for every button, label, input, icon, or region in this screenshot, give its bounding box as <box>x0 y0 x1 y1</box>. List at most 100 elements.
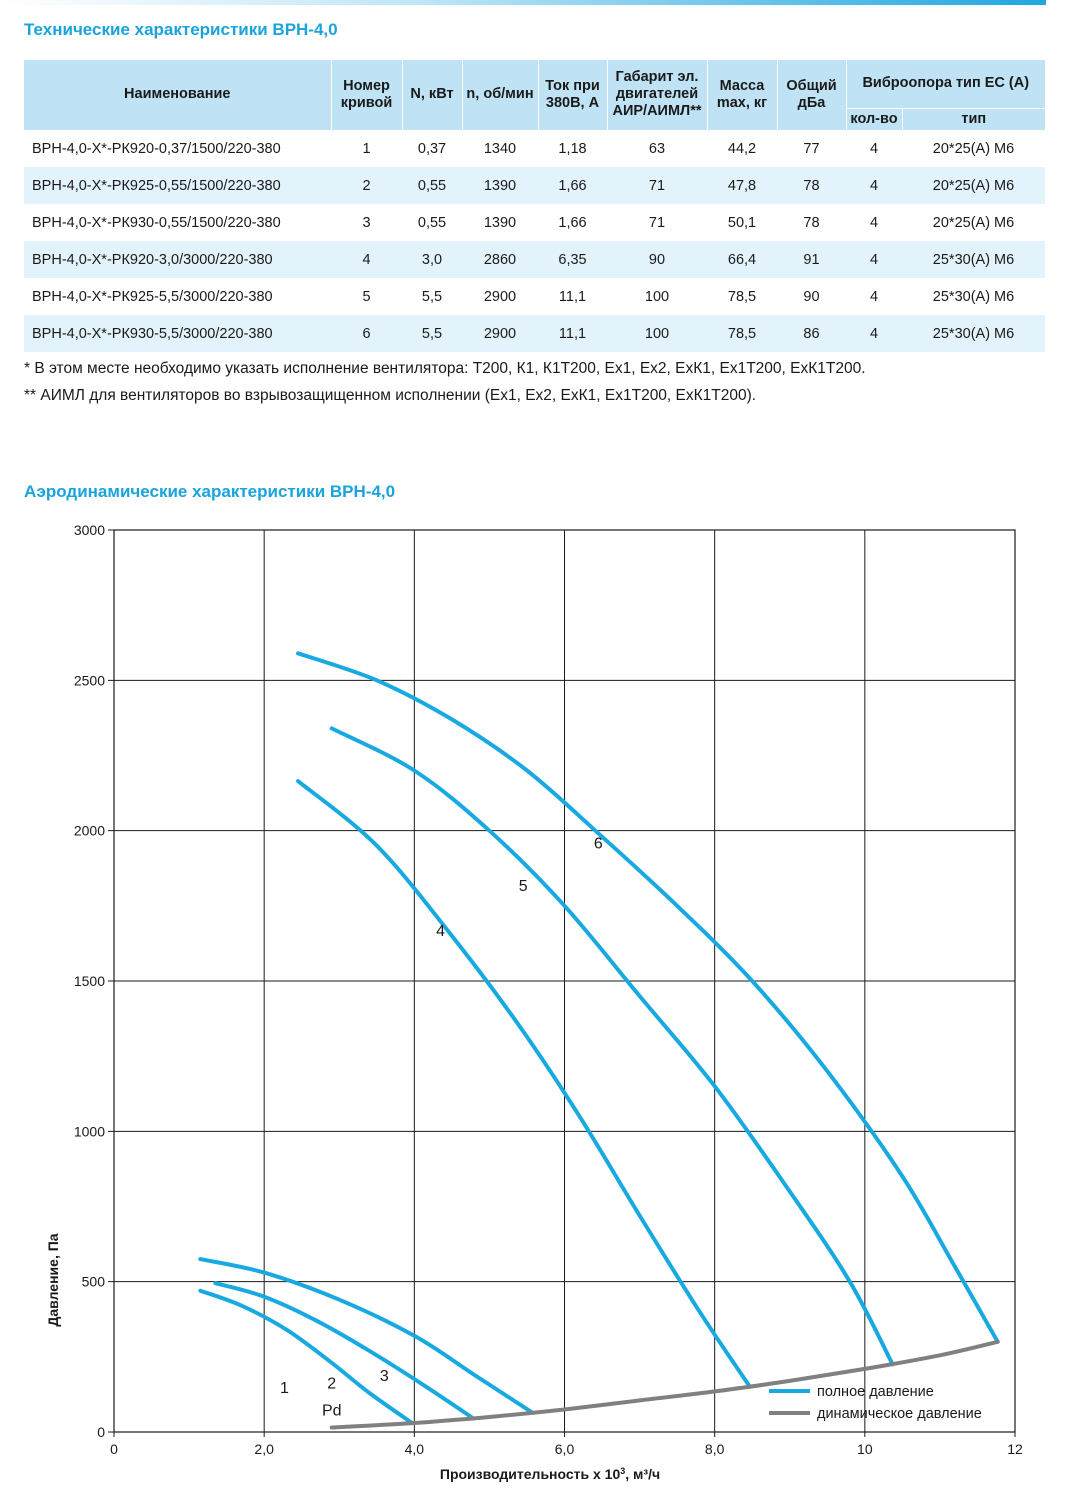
cell-power: 0,37 <box>417 140 447 157</box>
cell-type: 20*25(А) М6 <box>902 167 1045 204</box>
header-motor: Габарит эл. двигателей АИР/АИМЛ** <box>607 60 708 131</box>
footnote-1: * В этом месте необходимо указать исполн… <box>24 360 866 377</box>
x-tick-label: 4,0 <box>405 1441 425 1457</box>
cell-type: 20*25(А) М6 <box>932 140 1015 157</box>
header-vibro-qty: кол-во <box>846 108 903 131</box>
y-tick-label: 2000 <box>74 823 105 839</box>
cell-qty: 4 <box>846 315 902 352</box>
cell-power: 5,5 <box>402 315 462 352</box>
cell-power: 0,55 <box>402 167 462 204</box>
x-tick-label: 0 <box>110 1441 118 1457</box>
y-tick-label: 500 <box>82 1274 106 1290</box>
y-axis-label: Давление, Па <box>45 1233 61 1326</box>
header-rpm: n, об/мин <box>462 60 539 131</box>
cell-noise: 90 <box>803 288 820 305</box>
x-tick-label: 6,0 <box>555 1441 575 1457</box>
table-row: ВРН-4,0-Х*-РК930-0,55/1500/220-380 3 0,55 1… <box>24 204 1045 241</box>
table-row: ВРН-4,0-Х*-РК920-3,0/3000/220-380 4 3,0 286… <box>24 241 1045 278</box>
specs-section-title: Технические характеристики ВРН-4,0 <box>24 20 338 39</box>
cell-curve: 2 <box>331 167 402 204</box>
cell-type: 25*30(А) М6 <box>902 241 1045 278</box>
header-mass: Масса max, кг <box>707 60 778 131</box>
cell-mass: 66,4 <box>707 241 777 278</box>
cell-current: 1,66 <box>558 214 587 231</box>
cell-current: 1,66 <box>538 167 607 204</box>
header-noise: Общий дБа <box>777 60 847 131</box>
x-axis-label: Производительность х 103, м³/ч <box>440 1466 660 1482</box>
curve-5 <box>329 726 895 1367</box>
curve-4 <box>296 779 752 1389</box>
chart-ticks: 0 2,0 4,0 6,0 8,0 10 1205001000150020002500300… <box>74 522 1023 1457</box>
cell-qty: 4 <box>846 167 902 204</box>
cell-type: 25*30(А) М6 <box>902 315 1045 352</box>
dynamic-pressure-curve <box>329 1339 1000 1430</box>
chart-grid <box>108 529 1016 1437</box>
cell-curve: 4 <box>331 241 402 278</box>
cell-type: 25*30(А) М6 <box>932 288 1015 305</box>
table-row: ВРН-4,0-Х*-РК925-5,5/3000/220-380 5 5,5 290… <box>24 278 1045 315</box>
curve-label-5: 5 <box>519 878 528 895</box>
curve-3 <box>198 1257 535 1415</box>
cell-rpm: 1390 <box>462 167 538 204</box>
cell-curve: 6 <box>331 315 402 352</box>
specs-table: Наименование Номер кривой N, кВт n, об/м… <box>24 60 1045 352</box>
curve-label-4: 4 <box>436 923 445 940</box>
curve-label-6: 6 <box>594 836 603 853</box>
table-row: ВРН-4,0-Х*-РК920-0,37/1500/220-380 1 0,37 1… <box>24 130 1045 167</box>
cell-name: ВРН-4,0-Х*-РК920-0,37/1500/220-380 <box>32 140 281 157</box>
cell-motor: 63 <box>648 140 666 157</box>
cell-rpm: 1340 <box>483 140 517 157</box>
cell-mass: 50,1 <box>727 214 757 231</box>
cell-rpm: 2860 <box>462 241 538 278</box>
header-power: N, кВт <box>402 60 463 131</box>
cell-type: 20*25(А) М6 <box>932 214 1015 231</box>
curve-label-2: 2 <box>327 1375 336 1392</box>
cell-motor: 90 <box>607 241 707 278</box>
cell-qty: 4 <box>846 241 902 278</box>
cell-name: ВРН-4,0-Х*-РК925-5,5/3000/220-380 <box>32 288 273 305</box>
y-tick-label: 1500 <box>74 973 105 989</box>
legend-full-pressure-label: полное давление <box>817 1384 934 1400</box>
cell-motor: 100 <box>607 315 707 352</box>
header-vibro-type: тип <box>902 108 1045 131</box>
curve-label-1: 1 <box>280 1380 289 1397</box>
y-tick-label: 3000 <box>74 522 105 538</box>
cell-noise: 78 <box>803 214 820 231</box>
cell-noise: 78 <box>777 167 846 204</box>
cell-name: ВРН-4,0-Х*-РК925-0,55/1500/220-380 <box>24 167 331 204</box>
header-name: Наименование <box>24 60 332 131</box>
cell-rpm: 1390 <box>483 214 517 231</box>
cell-current: 11,1 <box>538 315 607 352</box>
cell-noise: 91 <box>777 241 846 278</box>
x-tick-label: 8,0 <box>705 1441 725 1457</box>
cell-current: 11,1 <box>558 288 587 305</box>
cell-mass: 78,5 <box>727 288 757 305</box>
cell-motor: 71 <box>648 214 666 231</box>
cell-curve: 3 <box>362 214 371 231</box>
cell-motor: 71 <box>607 167 707 204</box>
cell-power: 5,5 <box>421 288 443 305</box>
curve-label-3: 3 <box>380 1368 389 1385</box>
y-tick-label: 0 <box>97 1424 105 1440</box>
cell-qty: 4 <box>869 214 879 231</box>
specs-table-body: ВРН-4,0-Х*-РК920-0,37/1500/220-380 1 0,37 1… <box>24 130 1045 352</box>
cell-qty: 4 <box>869 140 879 157</box>
x-tick-label: 12 <box>1007 1441 1023 1457</box>
cell-name: ВРН-4,0-Х*-РК930-0,55/1500/220-380 <box>32 214 281 231</box>
cell-curve: 5 <box>362 288 371 305</box>
cell-current: 6,35 <box>538 241 607 278</box>
cell-motor: 100 <box>644 288 670 305</box>
x-tick-label: 10 <box>857 1441 873 1457</box>
cell-power: 3,0 <box>402 241 462 278</box>
table-row: ВРН-4,0-Х*-РК930-5,5/3000/220-380 6 5,5 290… <box>24 315 1045 352</box>
dynamic-curve-label: Pd <box>322 1402 342 1419</box>
cell-rpm: 2900 <box>462 315 538 352</box>
y-tick-label: 2500 <box>74 672 105 688</box>
chart-curves: 1 2 3 4 5 6 Pd <box>198 651 1000 1430</box>
cell-power: 0,55 <box>417 214 447 231</box>
header-curve: Номер кривой <box>331 60 403 131</box>
footnote-2: ** АИМЛ для вентиляторов во взрывозащище… <box>24 387 757 404</box>
cell-name: ВРН-4,0-Х*-РК920-3,0/3000/220-380 <box>24 241 331 278</box>
cell-rpm: 2900 <box>483 288 517 305</box>
